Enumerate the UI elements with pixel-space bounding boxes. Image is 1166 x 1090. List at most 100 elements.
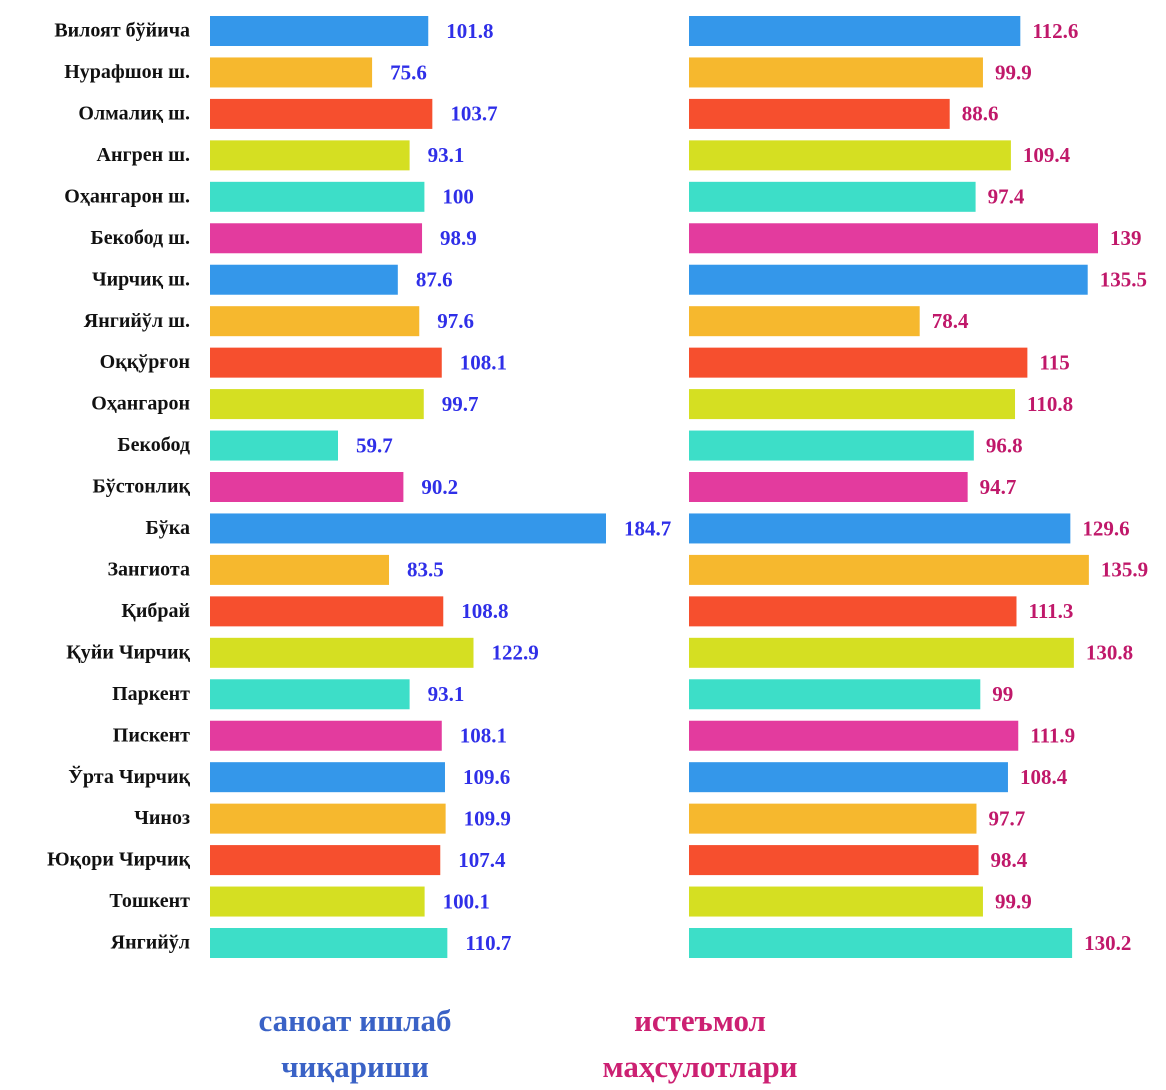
value-label: 99.9 (995, 889, 1032, 913)
value-label: 94.7 (980, 475, 1017, 499)
bar (689, 430, 974, 461)
bar (210, 886, 425, 917)
value-label: 108.8 (461, 599, 508, 623)
value-label: 139 (1110, 226, 1142, 250)
bar (689, 554, 1089, 585)
value-label: 135.9 (1101, 558, 1148, 582)
category-label: Оҳангарон (91, 393, 190, 415)
value-label: 78.4 (932, 309, 969, 333)
value-label: 130.2 (1084, 931, 1131, 955)
bar (689, 223, 1098, 254)
category-label: Паркент (112, 683, 190, 705)
value-label: 99.9 (995, 60, 1032, 84)
bar (210, 679, 410, 710)
category-label: Ўрта Чирчиқ (68, 764, 190, 788)
bar (210, 554, 390, 585)
value-label: 108.4 (1020, 765, 1068, 789)
category-label: Олмалиқ ш. (78, 103, 190, 125)
value-label: 184.7 (624, 516, 671, 540)
value-label: 112.6 (1032, 19, 1078, 43)
bar (210, 347, 442, 378)
bar (689, 472, 968, 502)
value-label: 107.4 (458, 848, 506, 872)
bar (689, 181, 976, 212)
chart-title: истеъмол маҳсулотлари (602, 1003, 798, 1084)
bar (210, 140, 410, 171)
bar (689, 637, 1074, 668)
value-label: 101.8 (446, 19, 493, 43)
bar (689, 140, 1011, 171)
value-label: 135.5 (1100, 268, 1147, 292)
value-label: 108.1 (460, 350, 507, 374)
value-label: 100.1 (443, 889, 490, 913)
value-label: 98.4 (991, 848, 1028, 872)
bar (689, 306, 920, 337)
value-label: 108.1 (460, 724, 507, 748)
bar (689, 720, 1019, 751)
category-label: Вилоят бўйича (54, 20, 190, 42)
category-label: Оққўрғон (100, 351, 190, 373)
value-label: 122.9 (491, 641, 538, 665)
value-label: 88.6 (962, 102, 999, 126)
bar (210, 306, 420, 337)
bar (210, 430, 338, 461)
bar (689, 845, 979, 876)
value-label: 93.1 (428, 682, 465, 706)
value-label: 97.7 (988, 806, 1025, 830)
category-label: Янгийўл (111, 932, 190, 954)
value-label: 96.8 (986, 433, 1023, 457)
bar (689, 98, 950, 129)
category-label: Чирчиқ ш. (92, 268, 190, 290)
value-label: 97.4 (988, 185, 1025, 209)
value-label: 75.6 (390, 60, 427, 84)
category-label: Янгийўл ш. (84, 310, 190, 332)
category-label: Нурафшон ш. (64, 61, 190, 83)
chart-title: саноат ишлаб чиқариши (258, 1003, 452, 1084)
value-label: 99 (992, 682, 1013, 706)
bar (210, 57, 373, 88)
bar (210, 16, 429, 46)
bar (210, 637, 474, 668)
bar (689, 762, 1008, 793)
category-label: Бекобод ш. (90, 227, 190, 249)
value-label: 129.6 (1082, 516, 1129, 540)
bar (210, 928, 448, 958)
category-label: Чиноз (134, 807, 190, 829)
bar (210, 264, 398, 295)
category-label: Тошкент (109, 890, 190, 912)
value-label: 83.5 (407, 558, 444, 582)
value-label: 110.8 (1027, 392, 1073, 416)
bar (210, 389, 424, 420)
value-label: 103.7 (450, 102, 497, 126)
value-label: 109.6 (463, 765, 510, 789)
category-label: Ангрен ш. (97, 144, 190, 166)
value-label: 100 (442, 185, 474, 209)
value-label: 99.7 (442, 392, 479, 416)
bar (210, 98, 433, 129)
bar (210, 472, 404, 502)
bar (689, 16, 1021, 46)
value-label: 111.9 (1030, 724, 1075, 748)
value-label: 93.1 (428, 143, 465, 167)
bar (210, 513, 606, 544)
category-label: Юқори Чирчиқ (47, 849, 190, 871)
bar (210, 223, 423, 254)
value-label: 109.9 (464, 806, 511, 830)
bar (210, 181, 425, 212)
value-label: 110.7 (465, 931, 511, 955)
value-label: 98.9 (440, 226, 477, 250)
bar (689, 264, 1088, 295)
bar (689, 886, 983, 917)
category-label: Зангиота (108, 559, 191, 581)
value-label: 97.6 (437, 309, 474, 333)
bar (210, 803, 446, 834)
bar (210, 845, 441, 876)
bar (689, 57, 983, 88)
bar (689, 347, 1028, 378)
value-label: 115 (1039, 350, 1069, 374)
category-label: Қибрай (121, 600, 190, 622)
bar (210, 762, 445, 793)
category-label: Бекобод (117, 434, 190, 456)
chart: 101.8 Вилоят бўйича 75.6 Нурафшон ш. 103.7 Ол… (47, 16, 1148, 958)
